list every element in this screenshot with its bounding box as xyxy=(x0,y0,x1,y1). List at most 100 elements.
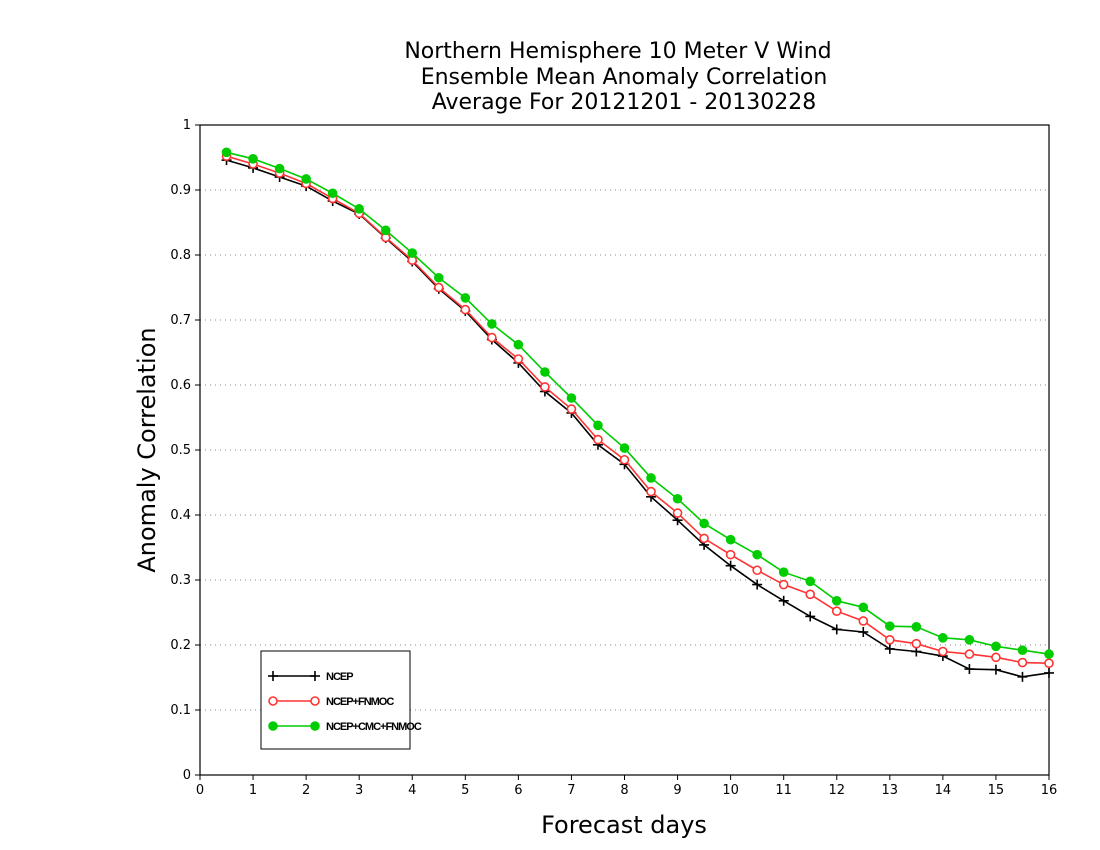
data-point xyxy=(1044,667,1054,678)
x-tick-label: 4 xyxy=(408,783,416,798)
data-point xyxy=(752,579,763,590)
data-point xyxy=(327,188,338,199)
data-point xyxy=(566,404,577,414)
data-point xyxy=(672,508,683,518)
data-point xyxy=(646,486,656,497)
y-tick-label: 0.1 xyxy=(170,703,191,718)
data-point xyxy=(778,595,789,606)
y-tick-label: 0.8 xyxy=(170,248,191,263)
data-point xyxy=(778,567,789,578)
legend-label: NCEP xyxy=(326,671,353,683)
y-axis-title: Anomaly Correlation xyxy=(133,327,161,572)
y-tick-label: 0.3 xyxy=(170,573,191,588)
data-point xyxy=(699,518,709,529)
data-point xyxy=(566,393,577,403)
data-point xyxy=(885,634,895,645)
x-tick-label: 9 xyxy=(673,783,681,798)
x-tick-label: 15 xyxy=(988,783,1005,798)
data-point xyxy=(540,367,550,377)
data-point xyxy=(831,596,842,606)
data-point xyxy=(725,549,736,560)
legend-label: NCEP+CMC+FNMOC xyxy=(326,721,422,733)
x-tick-label: 13 xyxy=(882,783,899,798)
data-point xyxy=(752,549,762,560)
data-point xyxy=(407,248,418,258)
y-tick-label: 0 xyxy=(183,768,191,783)
data-point xyxy=(858,616,869,626)
y-tick-label: 0.2 xyxy=(170,638,191,653)
data-point xyxy=(938,633,948,643)
y-tick-label: 0.6 xyxy=(170,378,191,393)
data-point xyxy=(885,621,895,631)
series-line xyxy=(226,159,1050,678)
x-tick-label: 0 xyxy=(196,783,204,798)
data-point xyxy=(1017,645,1028,656)
data-point xyxy=(433,272,444,283)
x-tick-label: 1 xyxy=(249,783,257,798)
data-point xyxy=(964,649,975,659)
data-point xyxy=(991,652,1001,663)
x-tick-label: 10 xyxy=(722,783,739,798)
data-point xyxy=(513,339,524,350)
legend-marker xyxy=(268,671,278,681)
y-tick-label: 0.9 xyxy=(170,183,191,198)
data-point xyxy=(619,443,630,453)
data-point xyxy=(593,420,603,431)
legend-item: NCEP+FNMOC xyxy=(268,696,395,708)
data-point xyxy=(540,382,550,392)
series-line xyxy=(226,151,1050,655)
data-point xyxy=(1017,657,1028,668)
x-tick-label: 2 xyxy=(302,783,310,798)
data-point xyxy=(699,533,709,544)
data-point xyxy=(991,641,1001,652)
y-axis: 0 0.1 0.2 0.3 0.4 0.5 0.6 0.7 0.8 0.9 1 xyxy=(170,118,200,783)
data-point xyxy=(990,664,1001,675)
x-tick-label: 16 xyxy=(1041,783,1058,798)
data-point xyxy=(858,627,869,637)
data-point xyxy=(1017,671,1028,682)
data-point xyxy=(487,332,497,343)
data-point xyxy=(725,534,736,545)
x-tick-label: 12 xyxy=(828,783,845,798)
data-point xyxy=(646,473,656,483)
y-tick-label: 0.4 xyxy=(170,508,191,523)
data-point xyxy=(380,225,391,236)
data-point xyxy=(911,638,922,649)
legend-item: NCEP+CMC+FNMOC xyxy=(268,721,423,733)
data-point xyxy=(354,204,364,214)
data-point xyxy=(301,174,311,184)
data-point xyxy=(460,304,471,315)
data-point xyxy=(911,622,922,632)
x-tick-label: 7 xyxy=(567,783,575,798)
data-point xyxy=(593,434,603,445)
data-point xyxy=(513,354,524,364)
legend-marker xyxy=(310,696,320,706)
y-tick-label: 1 xyxy=(183,118,191,133)
title-line-1: Northern Hemisphere 10 Meter V Wind xyxy=(404,39,831,64)
x-tick-label: 14 xyxy=(935,783,952,798)
data-point xyxy=(805,589,816,600)
series-line xyxy=(226,155,1050,664)
x-axis-title: Forecast days xyxy=(541,811,707,839)
legend-marker xyxy=(268,696,278,706)
legend-marker xyxy=(310,721,320,731)
data-point xyxy=(1044,649,1054,659)
series-ncep-cmc-fnmoc xyxy=(221,147,1054,659)
series-layer xyxy=(221,147,1054,682)
data-point xyxy=(433,282,444,293)
legend-marker xyxy=(310,671,320,681)
title-line-2: Ensemble Mean Anomaly Correlation xyxy=(421,65,828,90)
legend: NCEP NCEP+FNMOC NCEP+CMC+FNMOC xyxy=(260,650,423,750)
series-ncep xyxy=(221,155,1054,682)
data-point xyxy=(964,664,975,675)
y-tick-label: 0.7 xyxy=(170,313,191,328)
data-point xyxy=(1044,658,1054,669)
legend-item: NCEP xyxy=(268,671,354,683)
legend-marker xyxy=(268,721,278,731)
data-point xyxy=(672,493,683,504)
x-tick-label: 11 xyxy=(775,783,792,798)
x-tick-label: 3 xyxy=(355,783,363,798)
title-line-3: Average For 20121201 - 20130228 xyxy=(432,90,817,115)
data-point xyxy=(805,611,816,622)
